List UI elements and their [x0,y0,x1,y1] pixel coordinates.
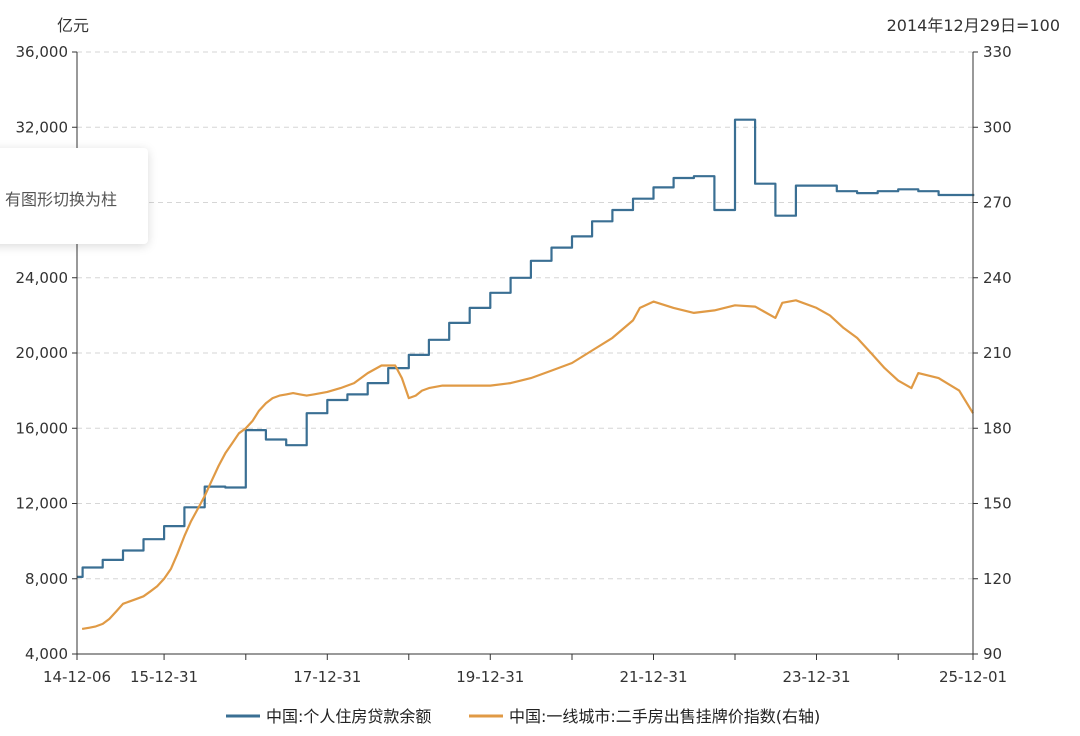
series-line-1 [81,299,974,630]
x-tick-label: 14-12-06 [43,668,111,686]
chart-tooltip: 有图形切换为柱 [0,148,148,244]
left-tick-label: 36,000 [16,43,69,61]
x-tick-label: 23-12-31 [782,668,850,686]
left-tick-label: 12,000 [16,495,69,513]
x-axis: 14-12-06 15-12-31 17-12-31 19-12-31 21-12-31… [43,653,1007,686]
right-tick-label: 270 [983,194,1012,212]
right-tick-label: 90 [983,645,1002,663]
left-axis: 4,000 8,000 12,000 16,000 20,000 24,000 32,000… [16,43,78,663]
series-line-0 [77,118,975,578]
series-layer [77,118,975,630]
tooltip-text: 有图形切换为柱 [4,190,117,209]
legend-label: 中国:个人住房贷款余额 [266,707,431,726]
x-tick-label: 15-12-31 [130,668,198,686]
right-tick-label: 240 [983,269,1012,287]
right-tick-label: 330 [983,43,1012,61]
left-tick-label: 24,000 [16,269,69,287]
x-tick-label: 19-12-31 [456,668,524,686]
x-tick-label: 21-12-31 [619,668,687,686]
right-axis-unit: 2014年12月29日=100 [887,16,1060,35]
left-tick-label: 8,000 [25,570,68,588]
right-tick-label: 120 [983,570,1012,588]
x-tick-label: 17-12-31 [293,668,361,686]
right-tick-label: 150 [983,495,1012,513]
left-tick-label: 4,000 [25,645,68,663]
right-axis: 90 120 150 180 210 240 270 300 330 [972,43,1012,663]
x-tick-label: 25-12-01 [939,668,1007,686]
legend-label: 中国:一线城市:二手房出售挂牌价指数(右轴) [509,707,820,726]
left-tick-label: 20,000 [16,344,69,362]
grid-lines [77,51,973,580]
left-axis-unit: 亿元 [57,16,89,35]
right-tick-label: 180 [983,419,1012,437]
right-tick-label: 210 [983,344,1012,362]
left-tick-label: 32,000 [16,118,69,136]
legend: 中国:个人住房贷款余额 中国:一线城市:二手房出售挂牌价指数(右轴) [226,707,820,726]
left-tick-label: 16,000 [16,419,69,437]
right-tick-label: 300 [983,118,1012,136]
